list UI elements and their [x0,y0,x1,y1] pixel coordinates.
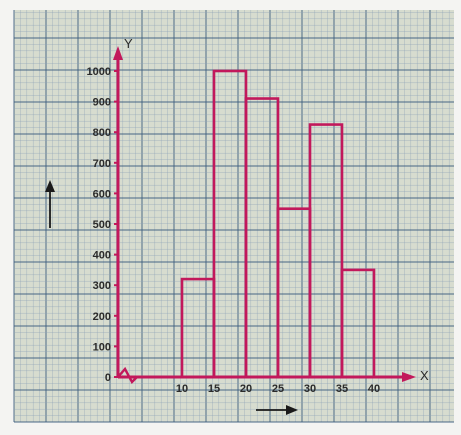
x-label-arrow-head [286,405,298,415]
x-tick-label: 30 [304,383,316,395]
y-tick-label: 500 [93,219,111,231]
x-tick-label: 40 [368,383,380,395]
y-tick-label: 900 [93,97,111,109]
y-axis-arrow [113,46,123,60]
x-tick-label: 25 [272,383,284,395]
x-tick-label: 20 [240,383,252,395]
x-tick-label: 10 [176,383,188,395]
x-axis-letter: X [420,368,429,383]
y-tick-label: 1000 [87,66,111,78]
y-tick-label: 400 [93,250,111,262]
y-label-arrow-head [45,180,55,192]
y-tick-label: 200 [93,311,111,323]
y-axis-letter: Y [124,36,133,51]
y-tick-label: 700 [93,158,111,170]
y-tick-label: 100 [93,341,111,353]
x-tick-label: 15 [208,383,220,395]
x-axis-arrow [402,372,416,382]
ticks-group: 0 100 200 300 400 500 600 700 800 900 1000 10 15 20 25… [87,66,381,395]
y-tick-label: 300 [93,280,111,292]
labels-group: YX [45,36,429,415]
y-tick-label: 600 [93,188,111,200]
graph-paper [14,10,454,422]
y-tick-label: 0 [105,372,111,384]
paper-grid [13,10,454,423]
axes-group [113,46,416,384]
y-tick-label: 800 [93,127,111,139]
x-tick-label: 35 [336,383,348,395]
x-axis-break [117,366,138,384]
